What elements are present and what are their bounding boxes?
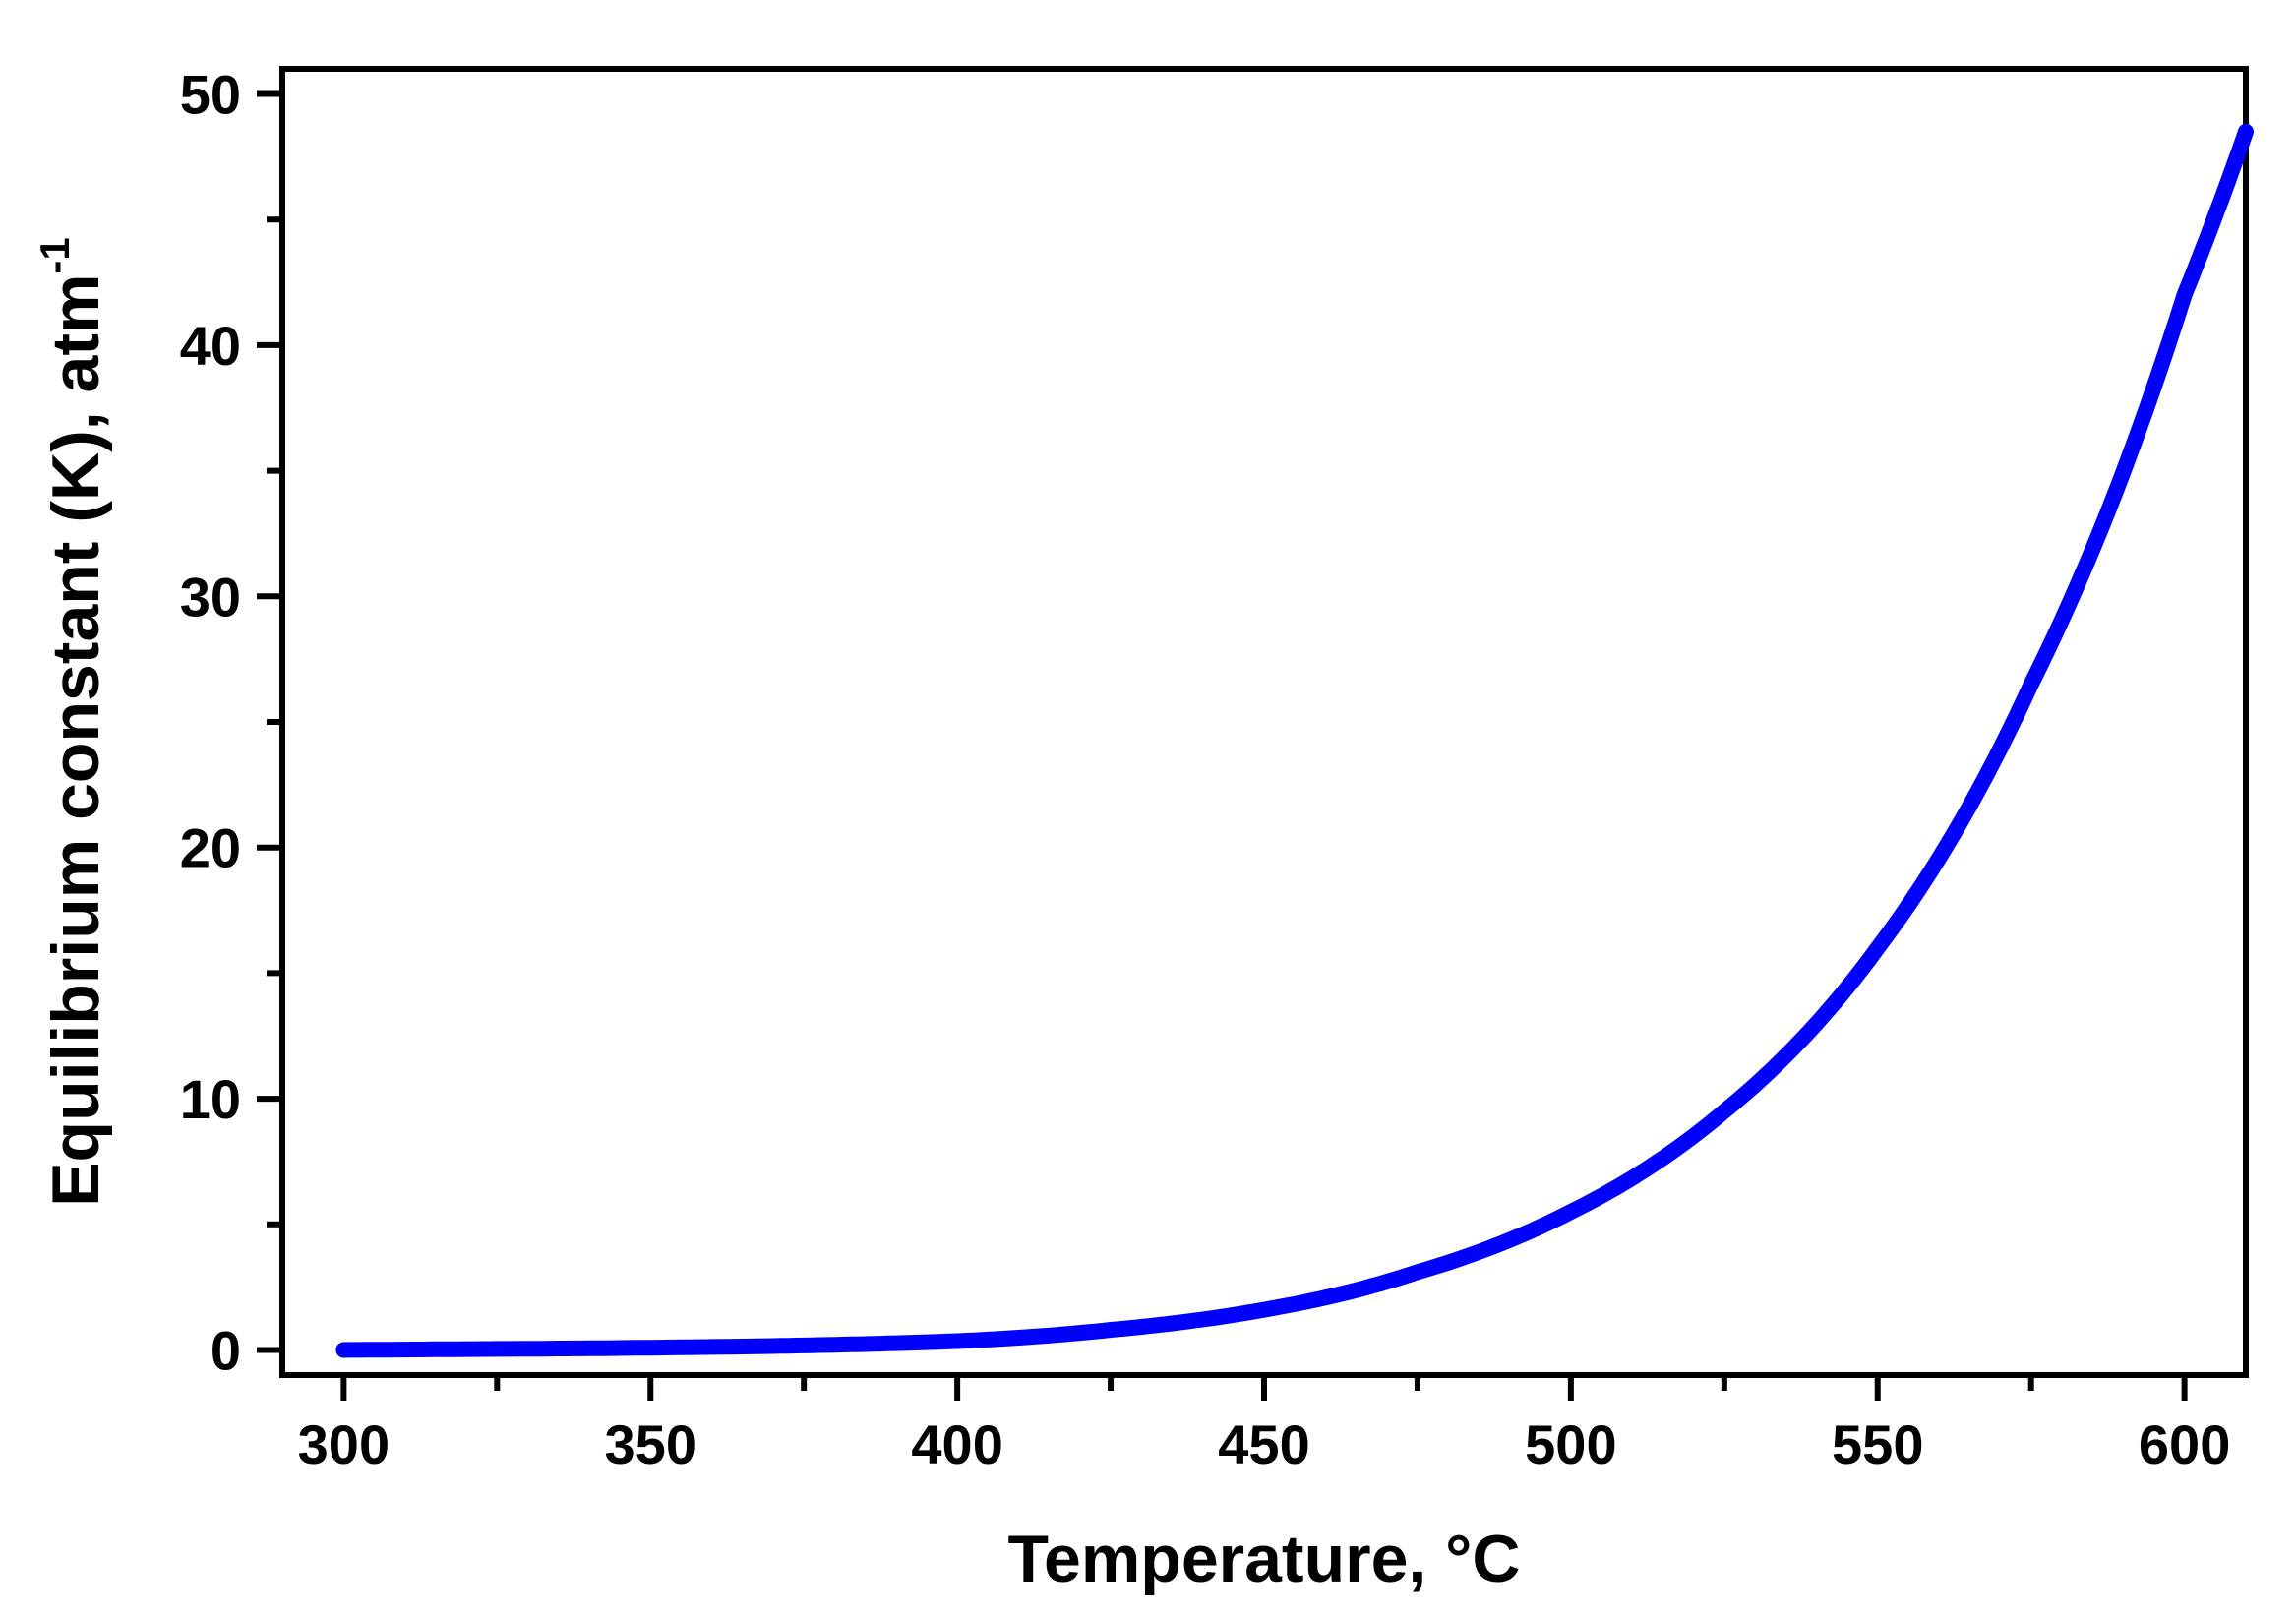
- x-axis-ticks: [340, 1375, 2188, 1401]
- x-tick-label: 550: [1832, 1413, 1923, 1475]
- y-tick-label: 10: [180, 1068, 241, 1130]
- plot-frame: [279, 66, 2249, 1378]
- x-axis-tick-labels: 300 350 400 450 500 550 600: [298, 1413, 2231, 1475]
- y-tick-label: 30: [180, 566, 241, 628]
- y-axis-ticks: [257, 90, 282, 1353]
- series-layer: [335, 123, 2254, 1358]
- y-axis-title-main: Equilibrium constant (K), atm: [38, 274, 113, 1207]
- x-tick-label: 500: [1525, 1413, 1616, 1475]
- y-tick-label: 20: [180, 817, 241, 879]
- x-tick-label: 600: [2139, 1413, 2230, 1475]
- y-tick-label: 50: [180, 64, 241, 126]
- x-tick-label: 300: [298, 1413, 390, 1475]
- x-tick-label: 350: [605, 1413, 696, 1475]
- x-tick-label: 450: [1218, 1413, 1309, 1475]
- x-tick-label: 400: [911, 1413, 1002, 1475]
- y-tick-label: 0: [211, 1319, 241, 1381]
- y-axis-title-superscript: -1: [31, 237, 78, 273]
- y-axis-tick-labels: 0 10 20 30 40 50: [180, 64, 241, 1382]
- series-line: [335, 123, 2254, 1358]
- y-tick-label: 40: [180, 315, 241, 377]
- y-axis-title: Equilibrium constant (K), atm-1: [31, 237, 113, 1207]
- x-axis-title: Temperature, °C: [1008, 1522, 1521, 1596]
